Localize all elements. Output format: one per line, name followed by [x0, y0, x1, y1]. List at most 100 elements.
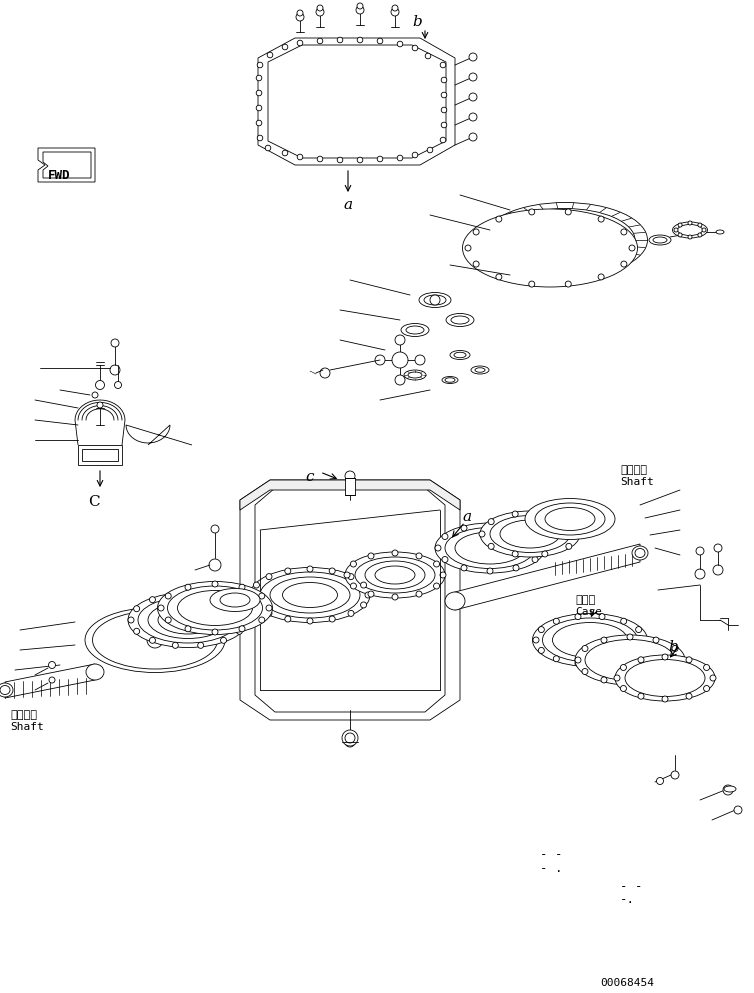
Circle shape [599, 660, 605, 666]
Circle shape [473, 229, 479, 235]
Circle shape [173, 642, 178, 648]
Circle shape [566, 209, 572, 214]
Circle shape [329, 616, 336, 622]
Text: FWD: FWD [48, 169, 71, 182]
Text: a: a [343, 198, 352, 212]
Circle shape [575, 660, 581, 666]
Circle shape [259, 617, 265, 623]
Circle shape [442, 533, 448, 539]
Ellipse shape [525, 498, 615, 539]
Text: Shaft: Shaft [620, 477, 654, 487]
Circle shape [282, 150, 288, 156]
Text: -.: -. [620, 893, 635, 906]
Circle shape [461, 565, 467, 571]
Circle shape [375, 355, 385, 365]
Ellipse shape [365, 561, 425, 589]
Circle shape [397, 41, 403, 47]
Ellipse shape [250, 568, 370, 623]
Circle shape [723, 785, 733, 795]
Circle shape [236, 606, 242, 612]
Circle shape [345, 733, 355, 743]
Polygon shape [78, 445, 122, 465]
Circle shape [440, 137, 446, 143]
Circle shape [239, 584, 245, 590]
Circle shape [672, 645, 678, 651]
Ellipse shape [535, 503, 605, 535]
Circle shape [469, 93, 477, 101]
Circle shape [653, 638, 659, 643]
Circle shape [392, 550, 398, 556]
Ellipse shape [585, 639, 675, 680]
Circle shape [688, 221, 692, 225]
Circle shape [674, 228, 678, 232]
Circle shape [672, 668, 678, 674]
Circle shape [415, 355, 425, 365]
Circle shape [441, 92, 447, 97]
Circle shape [621, 664, 627, 670]
Circle shape [416, 553, 422, 559]
Circle shape [469, 133, 477, 141]
Circle shape [158, 605, 164, 611]
Circle shape [698, 233, 702, 237]
Circle shape [469, 73, 477, 81]
Ellipse shape [480, 511, 580, 557]
Circle shape [487, 568, 493, 574]
Ellipse shape [673, 222, 707, 238]
Ellipse shape [625, 659, 705, 696]
Circle shape [679, 657, 685, 663]
Ellipse shape [495, 209, 635, 271]
Circle shape [636, 627, 642, 633]
Circle shape [236, 629, 242, 635]
Ellipse shape [138, 597, 238, 643]
Circle shape [147, 632, 163, 648]
Polygon shape [268, 45, 446, 158]
Circle shape [348, 574, 354, 580]
Ellipse shape [632, 546, 648, 560]
Circle shape [575, 614, 581, 620]
Circle shape [133, 606, 139, 612]
Ellipse shape [260, 572, 360, 618]
Circle shape [539, 545, 545, 551]
Circle shape [209, 559, 221, 571]
Circle shape [488, 543, 494, 549]
Ellipse shape [270, 577, 350, 613]
Ellipse shape [451, 316, 469, 324]
Circle shape [198, 592, 204, 598]
Polygon shape [38, 148, 95, 182]
Text: a: a [462, 510, 471, 524]
Ellipse shape [505, 213, 625, 267]
Circle shape [345, 737, 355, 747]
Circle shape [686, 656, 692, 662]
Circle shape [512, 511, 518, 517]
Circle shape [533, 637, 539, 643]
Ellipse shape [401, 324, 429, 337]
Circle shape [653, 677, 659, 683]
Text: - -: - - [620, 880, 642, 893]
Circle shape [416, 591, 422, 597]
Ellipse shape [445, 377, 455, 382]
Circle shape [441, 107, 447, 113]
Circle shape [92, 392, 98, 398]
Circle shape [133, 629, 139, 635]
Ellipse shape [450, 351, 470, 359]
Circle shape [465, 245, 471, 251]
Circle shape [395, 335, 405, 345]
Text: b: b [412, 15, 421, 29]
Circle shape [714, 544, 722, 552]
Circle shape [553, 619, 559, 625]
Circle shape [479, 531, 485, 537]
Circle shape [253, 602, 259, 608]
Ellipse shape [158, 606, 218, 634]
Circle shape [435, 545, 441, 551]
Ellipse shape [93, 611, 217, 669]
Ellipse shape [545, 507, 595, 530]
Circle shape [688, 235, 692, 239]
Circle shape [257, 135, 263, 141]
Ellipse shape [177, 591, 253, 626]
Circle shape [185, 626, 191, 632]
Circle shape [266, 574, 272, 580]
Circle shape [566, 281, 572, 287]
Ellipse shape [408, 372, 422, 378]
Circle shape [582, 668, 588, 674]
Circle shape [513, 525, 519, 531]
